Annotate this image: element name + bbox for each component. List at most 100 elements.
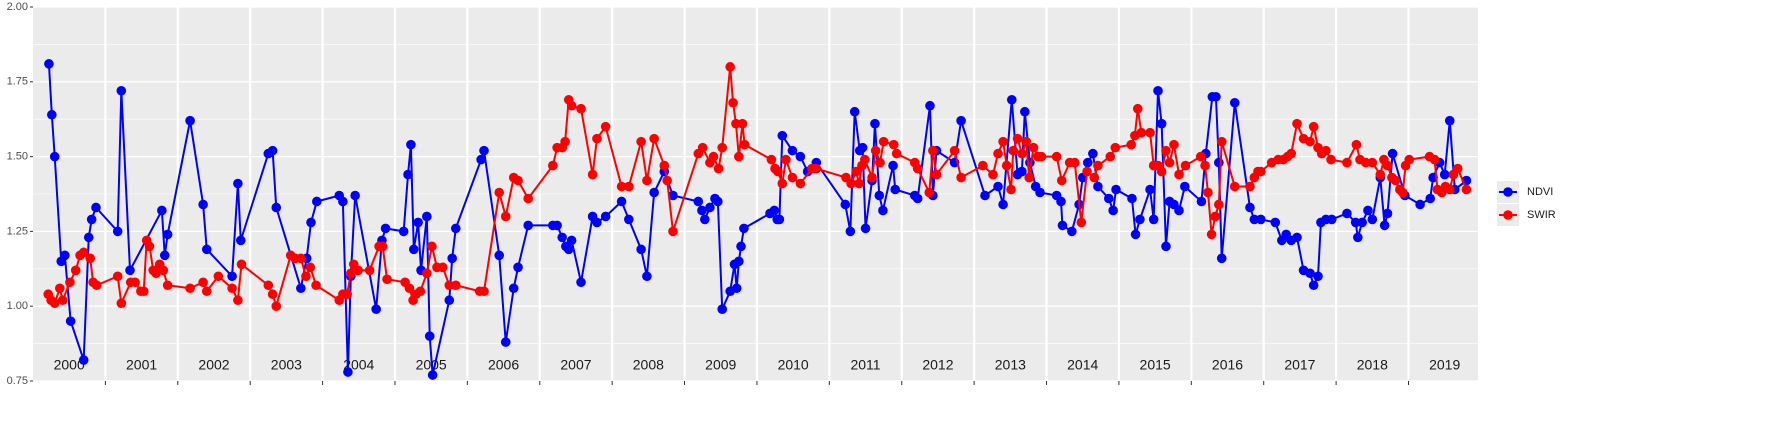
year-label: 2013 <box>995 357 1026 373</box>
data-point <box>158 265 169 276</box>
data-point <box>130 277 140 288</box>
data-point <box>1292 232 1302 243</box>
data-point <box>777 178 788 189</box>
data-point <box>851 166 861 177</box>
data-point <box>86 214 97 225</box>
data-point <box>736 241 746 252</box>
year-label: 2007 <box>560 357 591 373</box>
data-point <box>343 367 353 377</box>
data-point <box>949 145 960 156</box>
data-point <box>878 136 889 147</box>
year-label: 2000 <box>54 357 85 373</box>
data-point <box>891 148 902 159</box>
data-point <box>642 271 652 282</box>
year-label: 2016 <box>1212 357 1243 373</box>
data-point <box>860 154 870 165</box>
data-point <box>998 199 1008 210</box>
data-point <box>840 199 851 210</box>
data-point <box>233 295 243 306</box>
data-point <box>1051 151 1062 162</box>
data-point <box>78 247 89 258</box>
data-point <box>1069 157 1080 168</box>
data-point <box>708 151 719 162</box>
data-point <box>717 142 727 153</box>
data-point <box>500 211 511 222</box>
data-point <box>1270 217 1281 228</box>
data-point <box>513 262 523 273</box>
data-point <box>1214 157 1224 168</box>
data-point <box>198 199 208 210</box>
data-point <box>1180 160 1191 171</box>
data-point <box>988 169 998 180</box>
legend-label: NDVI <box>1527 186 1553 198</box>
data-point <box>659 160 670 171</box>
data-point <box>450 223 461 234</box>
data-point <box>737 118 748 129</box>
data-point <box>1017 166 1027 177</box>
data-point <box>993 181 1003 192</box>
data-point <box>787 172 798 183</box>
data-point <box>857 142 868 153</box>
data-point <box>846 178 856 189</box>
data-point <box>557 232 568 243</box>
data-point <box>404 283 415 294</box>
data-point <box>912 163 923 174</box>
data-point <box>1229 181 1240 192</box>
data-point <box>1305 136 1315 147</box>
data-point <box>1390 175 1401 186</box>
data-point <box>227 271 237 282</box>
data-point <box>350 190 360 201</box>
data-point <box>697 205 707 216</box>
data-point <box>1196 196 1207 207</box>
year-label: 2008 <box>633 357 664 373</box>
data-point <box>624 181 634 192</box>
data-point <box>668 226 678 237</box>
data-point <box>65 277 75 288</box>
data-point <box>1379 220 1390 231</box>
year-label: 2014 <box>1067 357 1098 373</box>
data-point <box>1017 148 1027 159</box>
data-point <box>1012 133 1023 144</box>
data-point <box>700 214 710 225</box>
data-point <box>267 145 278 156</box>
data-point <box>636 244 646 255</box>
data-point <box>508 283 519 294</box>
data-point <box>1056 196 1066 207</box>
data-point <box>1093 181 1103 192</box>
data-point <box>705 202 715 213</box>
data-point <box>769 205 780 216</box>
data-point <box>787 145 798 156</box>
data-point <box>1351 139 1362 150</box>
data-point <box>236 259 247 270</box>
data-point <box>1292 118 1302 129</box>
data-point <box>427 370 438 380</box>
data-point <box>338 196 348 207</box>
y-tick-label: 2.00 <box>7 1 28 13</box>
data-point <box>346 268 356 279</box>
data-point <box>1363 205 1373 216</box>
data-point <box>403 169 413 180</box>
data-point <box>854 178 864 189</box>
data-point <box>112 226 123 237</box>
year-label: 2012 <box>922 357 953 373</box>
data-point <box>1286 148 1297 159</box>
data-point <box>1088 148 1098 159</box>
data-point <box>616 181 627 192</box>
data-point <box>1326 214 1337 225</box>
data-point <box>1126 139 1137 150</box>
data-point <box>1397 187 1408 198</box>
data-point <box>649 187 659 198</box>
data-point <box>125 265 135 276</box>
data-point <box>560 136 570 147</box>
data-point <box>717 304 727 314</box>
data-point <box>925 100 935 111</box>
data-point <box>1203 187 1213 198</box>
data-point <box>306 217 316 228</box>
data-point <box>1461 184 1472 195</box>
data-point <box>44 59 54 69</box>
data-point <box>1057 220 1068 231</box>
data-point <box>1156 118 1167 129</box>
data-point <box>662 175 672 186</box>
series <box>43 62 1472 312</box>
data-point <box>157 205 167 216</box>
